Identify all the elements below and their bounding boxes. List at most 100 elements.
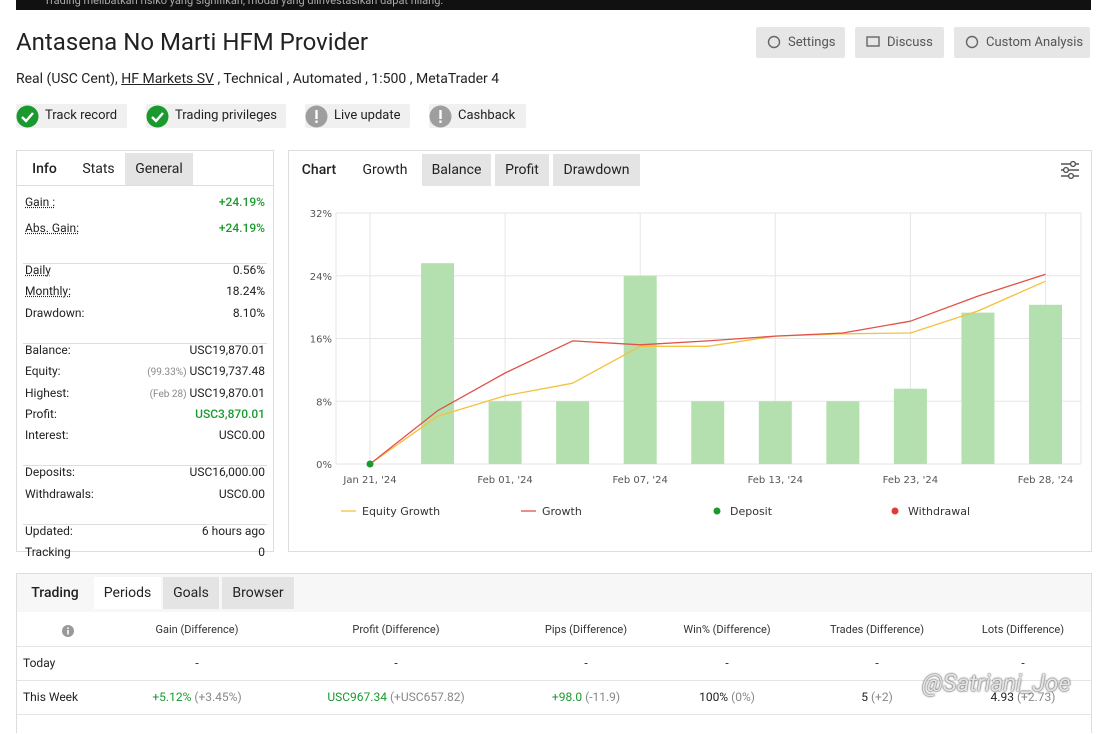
column-header: Trades (Difference)	[829, 623, 925, 636]
bar	[893, 388, 927, 464]
stat-text: USC19,737.48	[189, 364, 265, 379]
stat-label: Highest:	[25, 385, 70, 400]
stat-text: +24.19%	[218, 195, 265, 209]
badge-label: Live update	[334, 108, 401, 123]
cell-diff: (+2.73)	[1016, 690, 1056, 704]
stat-text: USC19,870.01	[189, 385, 265, 400]
stat-text: USC3,870.01	[195, 406, 265, 421]
knob	[1067, 172, 1075, 180]
table-cell: USC967.34 (+USC657.82)	[296, 690, 496, 704]
stat-label: Profit:	[25, 406, 57, 421]
table-body: Gain (Difference) Profit (Difference) Pips…	[17, 612, 1091, 734]
column-header: Win% (Difference)	[683, 623, 771, 636]
chart-tab[interactable]: Drawdown	[553, 154, 640, 186]
badge-circle	[146, 105, 169, 128]
cell-value: -	[875, 656, 879, 670]
stat-text: USC0.00	[218, 486, 265, 501]
x-tick-label: Jan 21, '24	[342, 475, 396, 486]
bar	[623, 275, 657, 464]
table-tab[interactable]: Trading	[31, 585, 79, 601]
row-line	[17, 680, 1091, 681]
subtitle: Real (USC Cent), HF Markets SV , Technic…	[16, 71, 499, 87]
header-button[interactable]: Discuss	[855, 27, 944, 58]
broker-link[interactable]: HF Markets SV	[121, 71, 214, 87]
table-cell: +98.0 (-11.9)	[486, 690, 686, 704]
stat-text: USC16,000.00	[189, 465, 265, 480]
stat-label: Withdrawals:	[25, 486, 94, 501]
y-tick-label: 16%	[310, 335, 332, 346]
badge-label: Track record	[45, 108, 118, 123]
separator	[23, 465, 267, 467]
button-icon	[866, 36, 880, 47]
badge: Track record	[16, 104, 127, 128]
legend-label: Withdrawal	[908, 505, 970, 518]
stat-value: (99.33%) USC19,737.48	[147, 364, 265, 378]
column-header: Profit (Difference)	[352, 623, 440, 636]
excl-dot	[439, 120, 442, 123]
badge: Cashback	[429, 104, 526, 128]
check	[151, 112, 164, 123]
chart-tab[interactable]: Profit	[495, 154, 549, 186]
stats-tab[interactable]: Info	[32, 161, 57, 177]
growth-chart: 0% 8% 16% 24% 32% Jan 21, '24 Feb 01, '24 Feb 0…	[310, 209, 1082, 518]
table-tab[interactable]: Periods	[94, 577, 161, 609]
icon-shape	[767, 35, 781, 49]
bar	[691, 401, 725, 464]
page-title: Antasena No Marti HFM Provider	[16, 28, 369, 56]
knob	[1062, 166, 1070, 174]
cell-diff: (-11.9)	[585, 690, 621, 704]
bar	[826, 401, 860, 464]
x-tick-label: Feb 01, '24	[477, 475, 532, 486]
table-tab[interactable]: Goals	[163, 577, 219, 609]
row-label: Today	[23, 656, 56, 670]
stat-note: (99.33%)	[147, 367, 187, 379]
stat-text: USC0.00	[218, 428, 265, 443]
stats-tab[interactable]: General	[125, 153, 193, 185]
stat-note: (Feb 28)	[149, 388, 187, 400]
badge-label: Trading privileges	[175, 108, 277, 123]
series-point	[366, 460, 374, 468]
banner-text: Trading melibatkan risiko yang signifika…	[44, 0, 444, 7]
bar	[1029, 304, 1062, 464]
chart-tab[interactable]: Chart	[301, 162, 337, 178]
y-tick-label: 8%	[316, 397, 332, 408]
header-button[interactable]: Settings	[756, 27, 845, 58]
header-button[interactable]: Custom Analysis	[954, 27, 1090, 58]
stat-text: USC19,870.01	[189, 342, 265, 357]
separator	[23, 524, 267, 525]
series-line	[369, 273, 1046, 465]
cell-value: 5	[861, 690, 868, 704]
stat-label: Updated:	[25, 524, 73, 538]
icon-shape	[965, 35, 979, 49]
stat-value: 18.24%	[226, 284, 265, 298]
stat-value: 8.10%	[233, 306, 265, 320]
stat-label: Monthly:	[25, 284, 71, 299]
button-icon	[965, 35, 979, 49]
cell-value: -	[1021, 656, 1025, 670]
badge: Trading privileges	[146, 104, 286, 128]
legend-swatch	[891, 507, 899, 515]
stat-text: 6 hours ago	[201, 524, 265, 538]
stat-label: Equity:	[25, 364, 61, 379]
table-cell: 4.93 (+2.73)	[923, 690, 1105, 704]
row-line	[17, 646, 1091, 647]
stat-text: 8.10%	[232, 305, 265, 320]
stats-tab[interactable]: Stats	[82, 161, 115, 177]
column-header: Gain (Difference)	[155, 623, 239, 636]
chart-tab[interactable]: Balance	[422, 154, 491, 186]
stat-value: USC16,000.00	[190, 465, 265, 479]
table-tab[interactable]: Browser	[222, 577, 294, 609]
cell-value: -	[725, 656, 729, 670]
separator	[23, 342, 267, 344]
table-cell: +5.12% (+3.45%)	[97, 690, 297, 704]
excl	[315, 110, 318, 119]
stat-text: 0.56%	[232, 263, 265, 277]
bar	[556, 401, 590, 464]
stat-label: Deposits:	[25, 465, 75, 480]
stat-label: Balance:	[25, 342, 71, 357]
cell-diff: (+2)	[870, 690, 893, 704]
bar	[961, 312, 995, 464]
chart-tab[interactable]: Growth	[362, 162, 408, 178]
stat-label: Tracking	[25, 545, 71, 560]
table-cell: -	[627, 656, 827, 670]
